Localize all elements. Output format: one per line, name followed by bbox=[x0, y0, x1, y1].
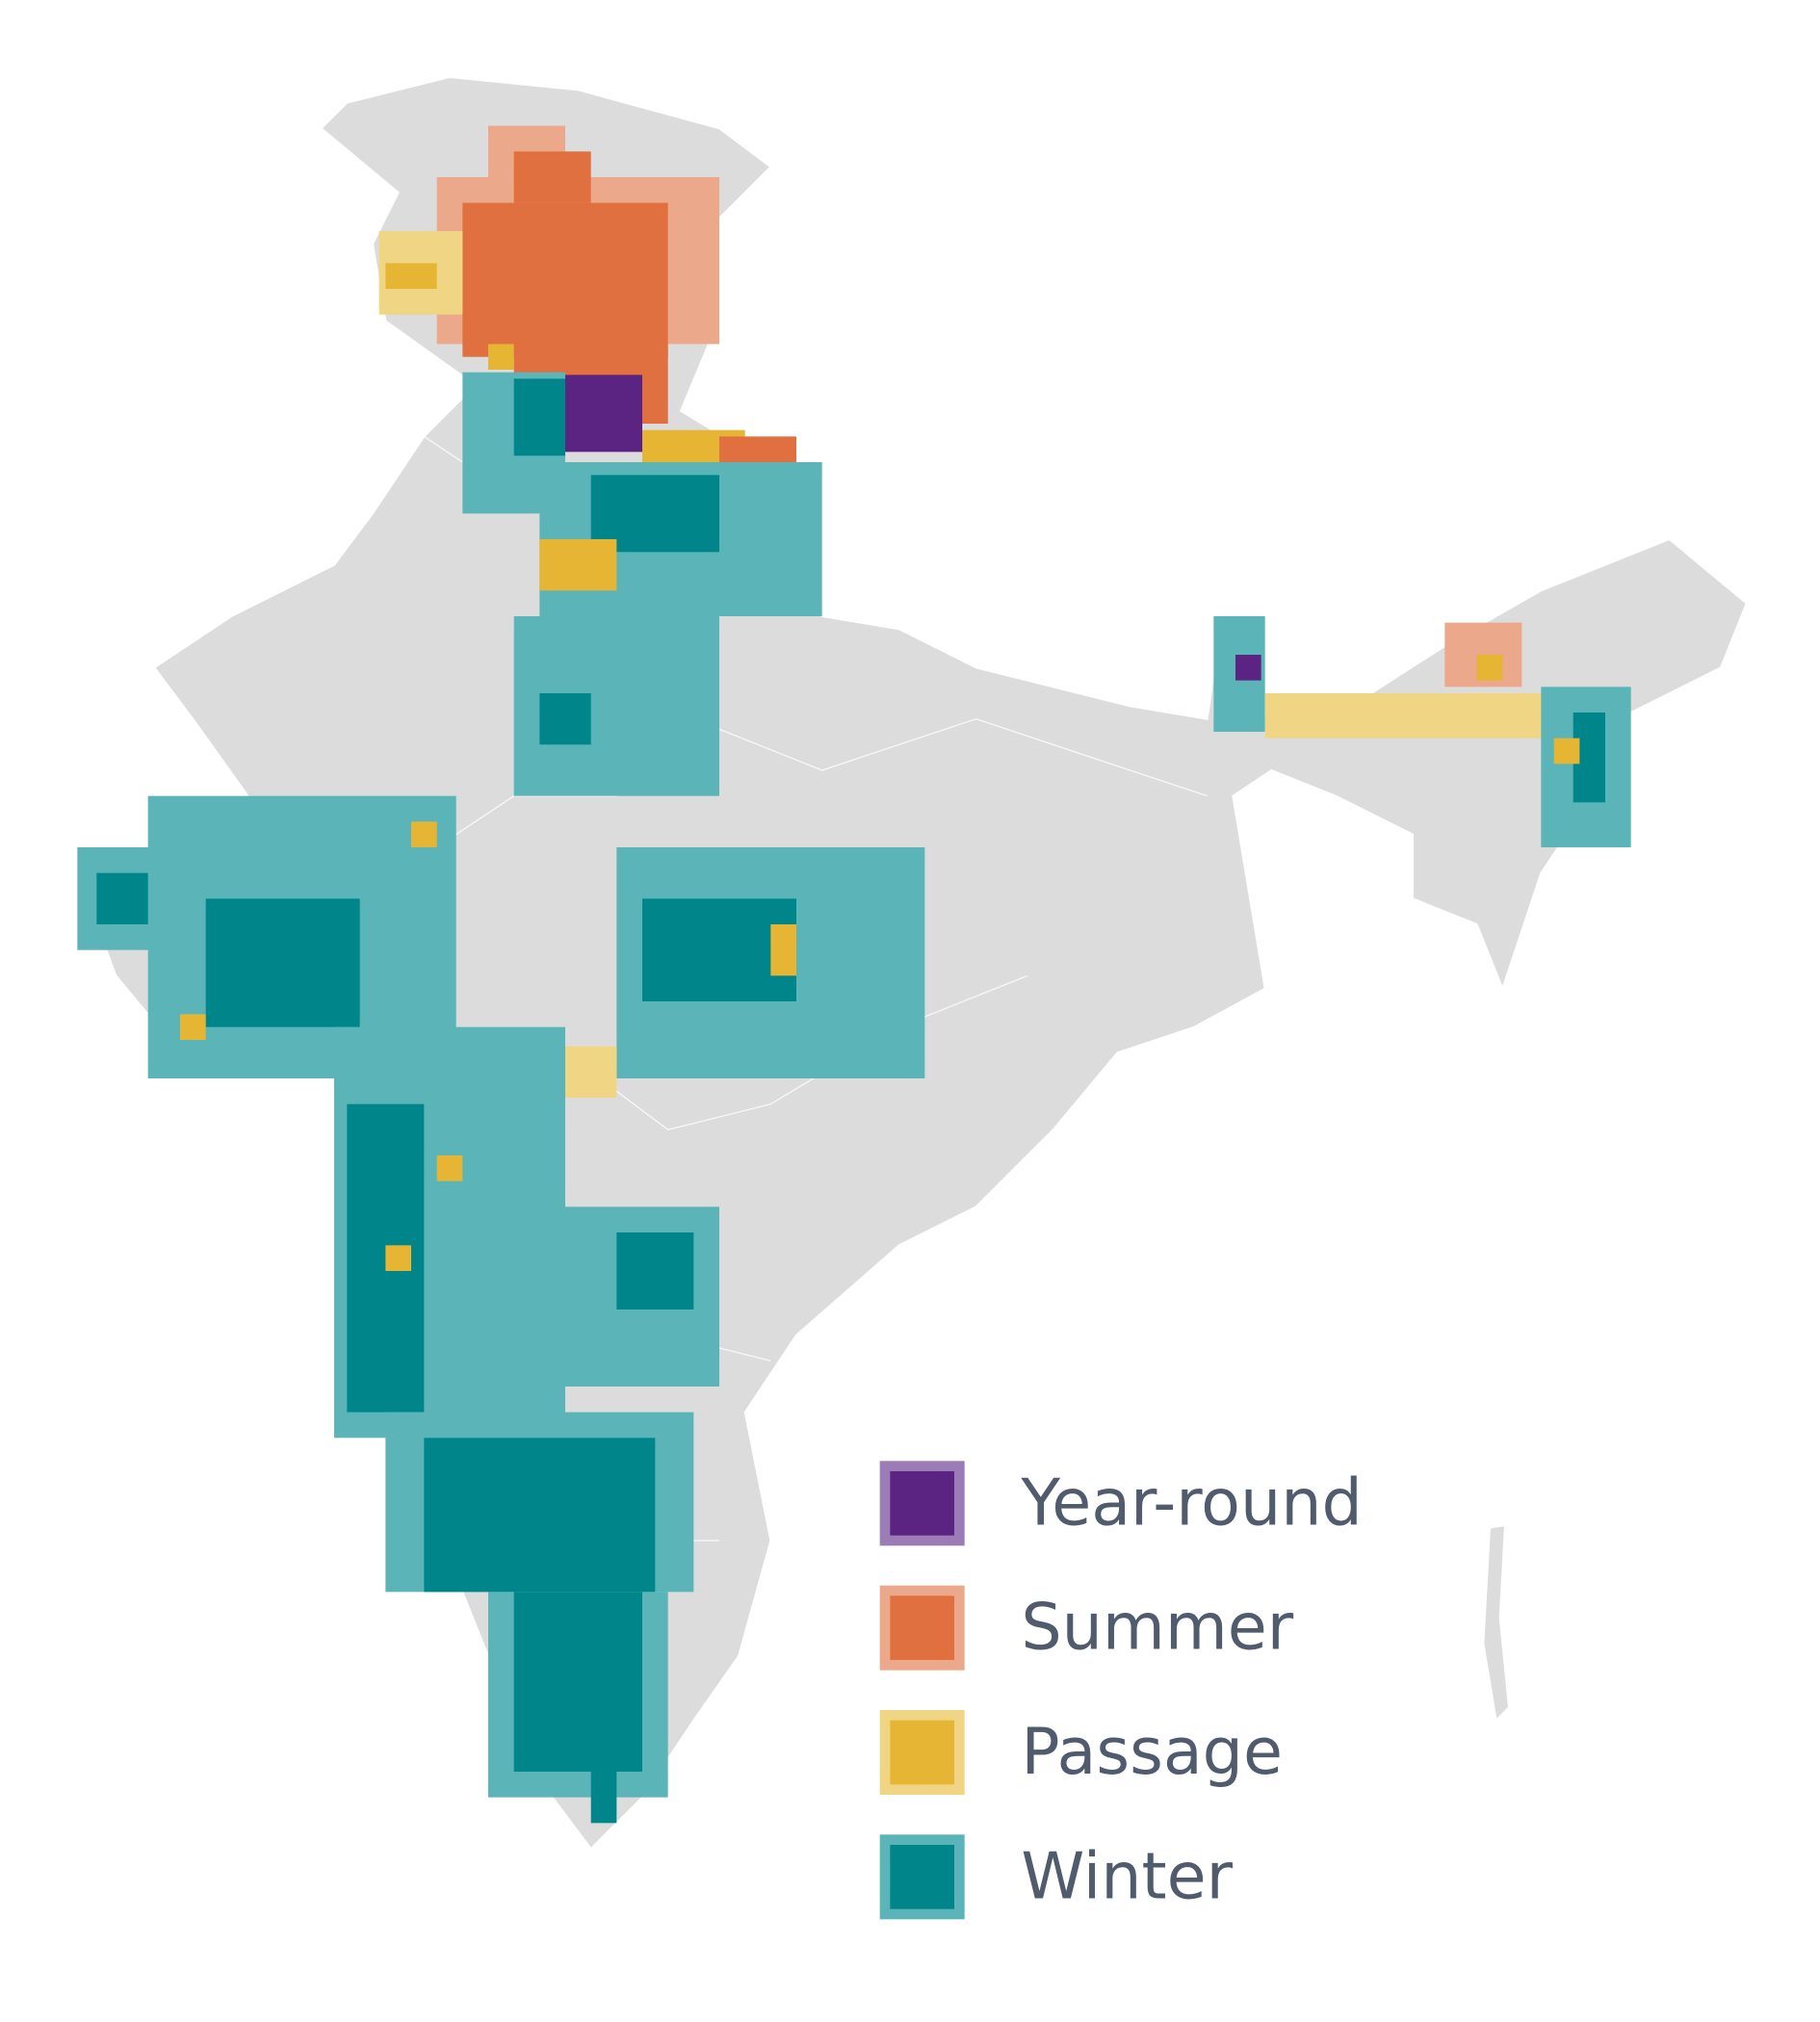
legend-swatch bbox=[890, 1720, 954, 1785]
legend-label: Summer bbox=[1021, 1590, 1293, 1665]
legend-swatch bbox=[890, 1845, 954, 1909]
legend-swatch bbox=[890, 1471, 954, 1536]
range-cell bbox=[513, 378, 565, 456]
state-border bbox=[693, 717, 1208, 797]
range-cell bbox=[616, 1232, 694, 1309]
legend-label: Year-round bbox=[1020, 1465, 1362, 1540]
range-cell bbox=[1235, 655, 1261, 681]
range-cell bbox=[411, 821, 437, 847]
range-cell bbox=[488, 344, 514, 370]
legend-label: Winter bbox=[1021, 1838, 1233, 1913]
range-cell bbox=[436, 1155, 463, 1181]
range-cell bbox=[1553, 738, 1580, 765]
range-cell bbox=[539, 693, 591, 745]
range-cell bbox=[424, 1438, 656, 1593]
range-cell bbox=[565, 1046, 617, 1098]
legend-swatch bbox=[890, 1595, 954, 1660]
range-cell bbox=[205, 898, 360, 1027]
range-cell bbox=[180, 1014, 206, 1040]
range-cell bbox=[385, 263, 437, 289]
range-cell bbox=[462, 202, 668, 357]
legend: Year-round Summer Passage Winter bbox=[879, 1461, 1363, 1920]
range-cell bbox=[565, 375, 642, 453]
range-cell bbox=[590, 1772, 617, 1824]
range-cell bbox=[513, 151, 591, 203]
legend-label: Passage bbox=[1021, 1714, 1283, 1789]
range-cell bbox=[1476, 655, 1503, 681]
range-cell bbox=[385, 1245, 411, 1271]
range-cells bbox=[77, 125, 1631, 1824]
island bbox=[1482, 1523, 1511, 1723]
range-cell bbox=[513, 1592, 642, 1772]
range-cell bbox=[770, 924, 796, 976]
range-cell bbox=[539, 539, 617, 591]
range-cell bbox=[1264, 693, 1561, 739]
